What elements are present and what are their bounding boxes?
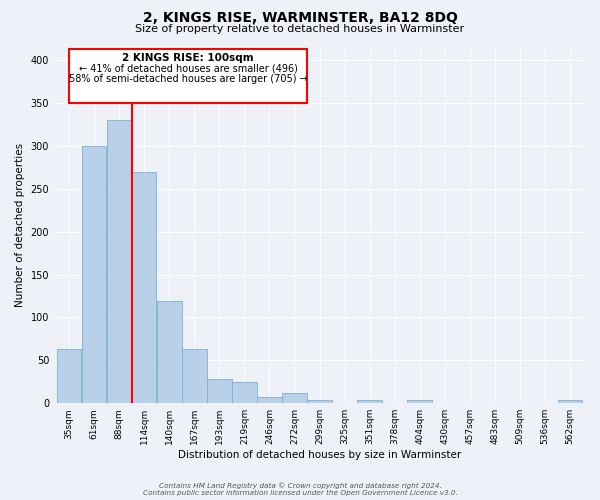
Y-axis label: Number of detached properties: Number of detached properties [15,144,25,308]
Text: ← 41% of detached houses are smaller (496): ← 41% of detached houses are smaller (49… [79,64,298,74]
Bar [358,400,382,403]
Bar [182,349,206,403]
FancyBboxPatch shape [69,49,307,103]
Bar [107,120,131,403]
Bar [307,400,332,403]
Text: Size of property relative to detached houses in Warminster: Size of property relative to detached ho… [136,24,464,34]
Text: 2 KINGS RISE: 100sqm: 2 KINGS RISE: 100sqm [122,52,254,62]
Text: 2, KINGS RISE, WARMINSTER, BA12 8DQ: 2, KINGS RISE, WARMINSTER, BA12 8DQ [143,11,457,25]
Bar [232,382,257,403]
Bar [257,397,282,403]
Text: Contains public sector information licensed under the Open Government Licence v3: Contains public sector information licen… [143,490,457,496]
Bar [207,379,232,403]
Text: 58% of semi-detached houses are larger (705) →: 58% of semi-detached houses are larger (… [68,74,307,84]
Bar [132,172,157,403]
Bar [82,146,106,403]
X-axis label: Distribution of detached houses by size in Warminster: Distribution of detached houses by size … [178,450,461,460]
Bar [558,400,582,403]
Bar [157,301,182,403]
Bar [282,393,307,403]
Text: Contains HM Land Registry data © Crown copyright and database right 2024.: Contains HM Land Registry data © Crown c… [158,482,442,489]
Bar [407,400,432,403]
Bar [57,349,82,403]
